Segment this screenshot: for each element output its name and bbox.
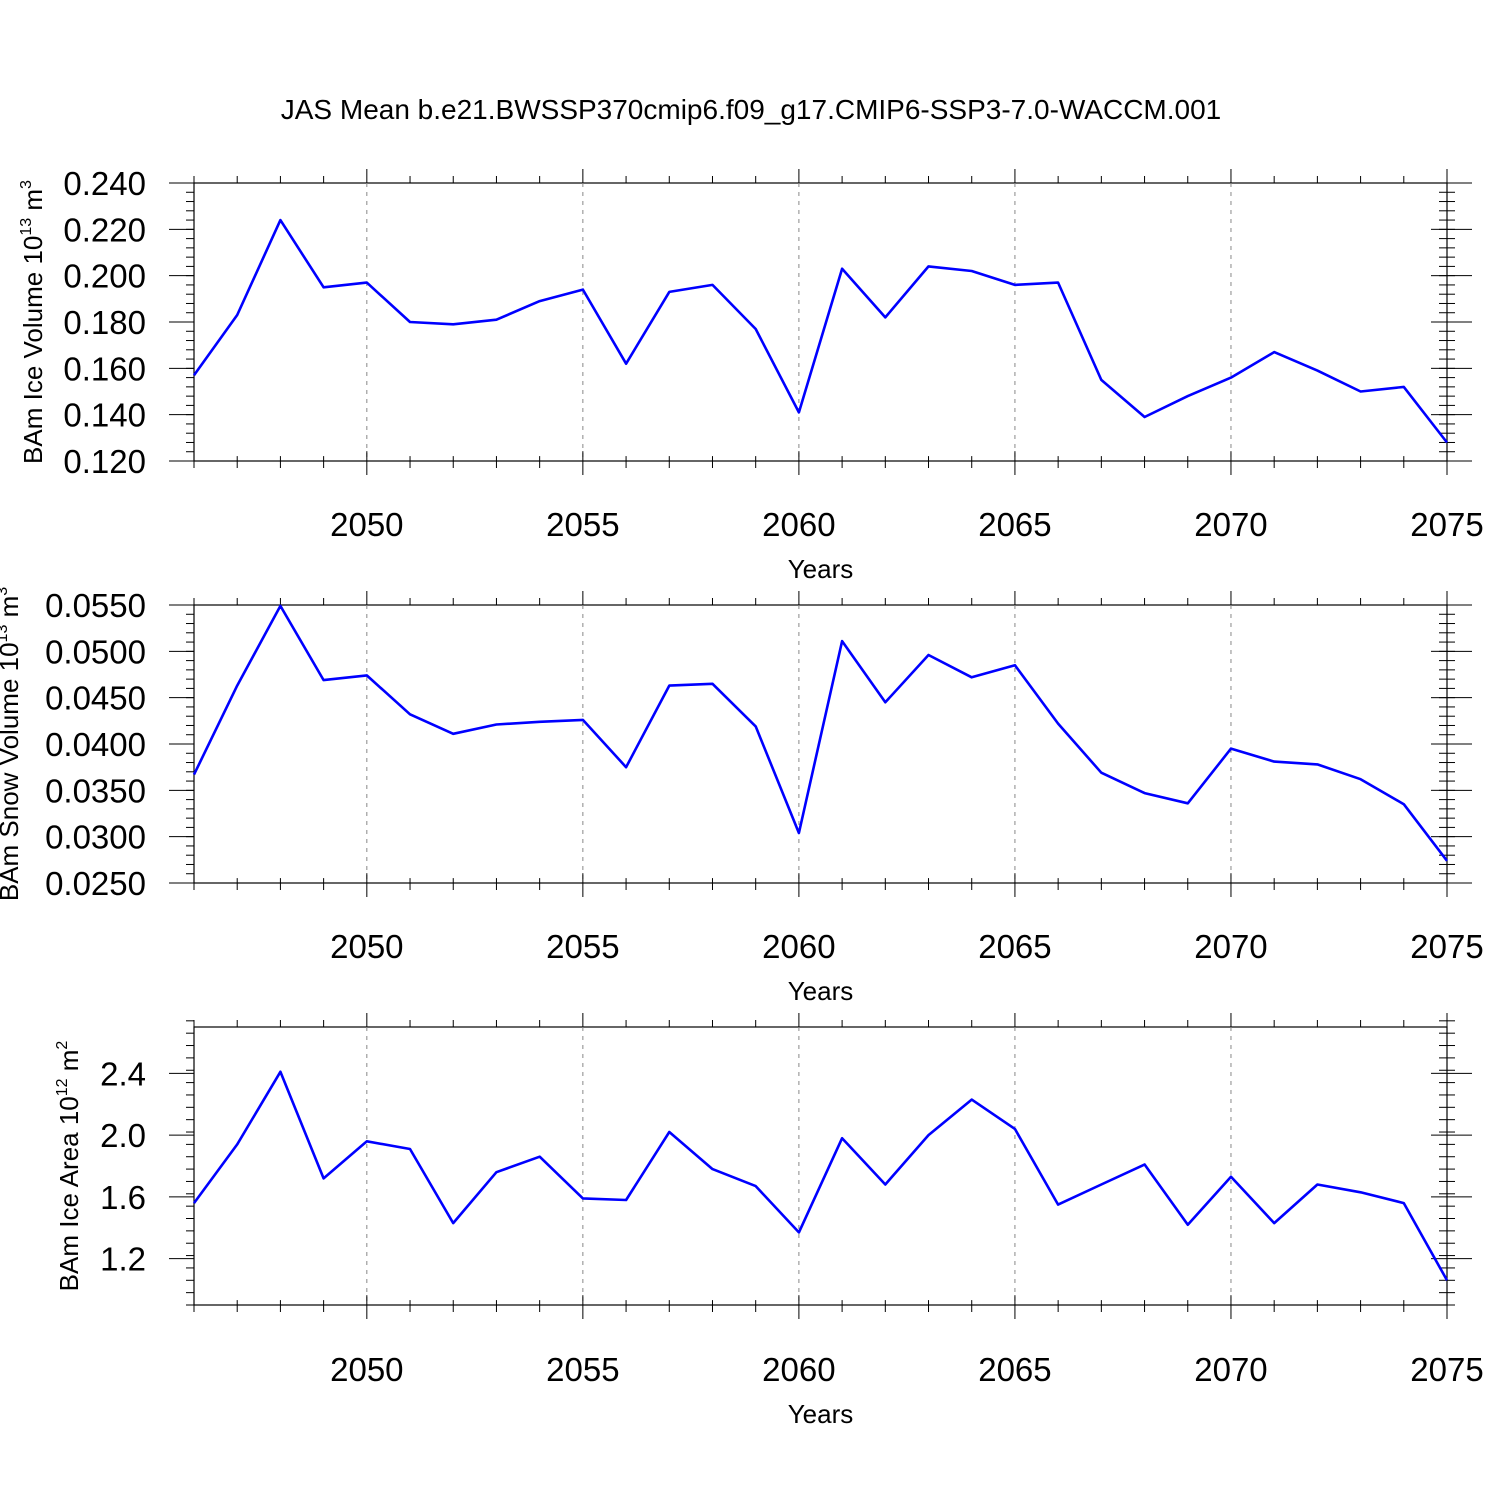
x-tick-label: 2070 — [1194, 506, 1267, 543]
y-axis-label: BAm Ice Area 1012 m2 — [54, 1041, 84, 1292]
x-tick-label: 2060 — [762, 1351, 835, 1388]
x-tick-label: 2060 — [762, 506, 835, 543]
y-tick-label: 0.220 — [63, 211, 146, 248]
y-tick-label: 2.4 — [100, 1055, 146, 1092]
x-tick-label: 2055 — [546, 1351, 619, 1388]
x-tick-label: 2055 — [546, 506, 619, 543]
y-tick-label: 0.0250 — [45, 865, 146, 902]
y-tick-label: 0.160 — [63, 350, 146, 387]
plot-frame — [193, 182, 1448, 462]
y-tick-label: 0.200 — [63, 258, 146, 295]
y-axis-label-text: BAm Ice Area 10 — [54, 1096, 84, 1291]
y-tick-label: 0.0400 — [45, 726, 146, 763]
y-tick-label: 0.0450 — [45, 680, 146, 717]
y-axis-label-unit-exponent: 2 — [54, 1041, 71, 1050]
y-tick-label: 2.0 — [100, 1117, 146, 1154]
series-line — [192, 1070, 1449, 1281]
x-tick-label: 2070 — [1194, 1351, 1267, 1388]
x-axis-label: Years — [788, 1399, 854, 1429]
y-axis-label-unit-exponent: 3 — [18, 180, 35, 189]
y-tick-label: 1.6 — [100, 1179, 146, 1216]
y-tick-label: 0.0300 — [45, 819, 146, 856]
plot-frame — [193, 1026, 1448, 1306]
y-tick-label: 0.240 — [63, 165, 146, 202]
y-tick-label: 0.0500 — [45, 633, 146, 670]
x-tick-label: 2075 — [1410, 928, 1483, 965]
y-axis-label-text: BAm Snow Volume 10 — [0, 642, 24, 901]
y-tick-label: 0.140 — [63, 397, 146, 434]
y-axis-label-unit: m — [18, 189, 48, 218]
y-axis-label: BAm Snow Volume 1013 m3 — [0, 587, 24, 901]
y-axis-label: BAm Ice Volume 1013 m3 — [18, 180, 48, 464]
panel-2: 2050 2055 2060 2065 2070 2075 0.0250 0.0300 0.03… — [0, 587, 1484, 1006]
x-tick-label: 2075 — [1410, 506, 1483, 543]
y-axis-label-unit-exponent: 3 — [0, 587, 11, 596]
y-tick-label: 0.180 — [63, 304, 146, 341]
x-axis-label: Years — [788, 554, 854, 584]
y-axis-label-exponent: 13 — [0, 625, 11, 643]
chart-title: JAS Mean b.e21.BWSSP370cmip6.f09_g17.CMI… — [281, 94, 1222, 125]
x-tick-label: 2060 — [762, 928, 835, 965]
x-tick-label: 2065 — [978, 1351, 1051, 1388]
y-tick-label: 0.0550 — [45, 587, 146, 624]
x-tick-label: 2050 — [330, 506, 403, 543]
plot-frame — [193, 604, 1448, 884]
y-tick-label: 0.120 — [63, 443, 146, 480]
x-tick-label: 2065 — [978, 506, 1051, 543]
y-tick-label: 0.0350 — [45, 772, 146, 809]
panel-1: 2050 2055 2060 2065 2070 2075 0.120 0.140 0.160 0… — [18, 165, 1484, 584]
y-axis-label-exponent: 13 — [18, 218, 35, 236]
y-axis-label-text: BAm Ice Volume 10 — [18, 236, 48, 464]
y-axis-label-unit: m — [54, 1050, 84, 1079]
y-tick-label: 1.2 — [100, 1241, 146, 1278]
x-axis-label: Years — [788, 976, 854, 1006]
x-tick-label: 2065 — [978, 928, 1051, 965]
x-tick-label: 2075 — [1410, 1351, 1483, 1388]
panel-3: 2050 2055 2060 2065 2070 2075 1.2 1.6 2.0 2.4 Year… — [54, 1013, 1484, 1429]
x-tick-label: 2050 — [330, 928, 403, 965]
x-tick-label: 2070 — [1194, 928, 1267, 965]
y-axis-label-exponent: 12 — [54, 1078, 71, 1096]
series-line — [192, 218, 1449, 444]
y-axis-label-unit: m — [0, 596, 24, 625]
x-tick-label: 2055 — [546, 928, 619, 965]
series-line — [192, 604, 1449, 862]
x-tick-label: 2050 — [330, 1351, 403, 1388]
